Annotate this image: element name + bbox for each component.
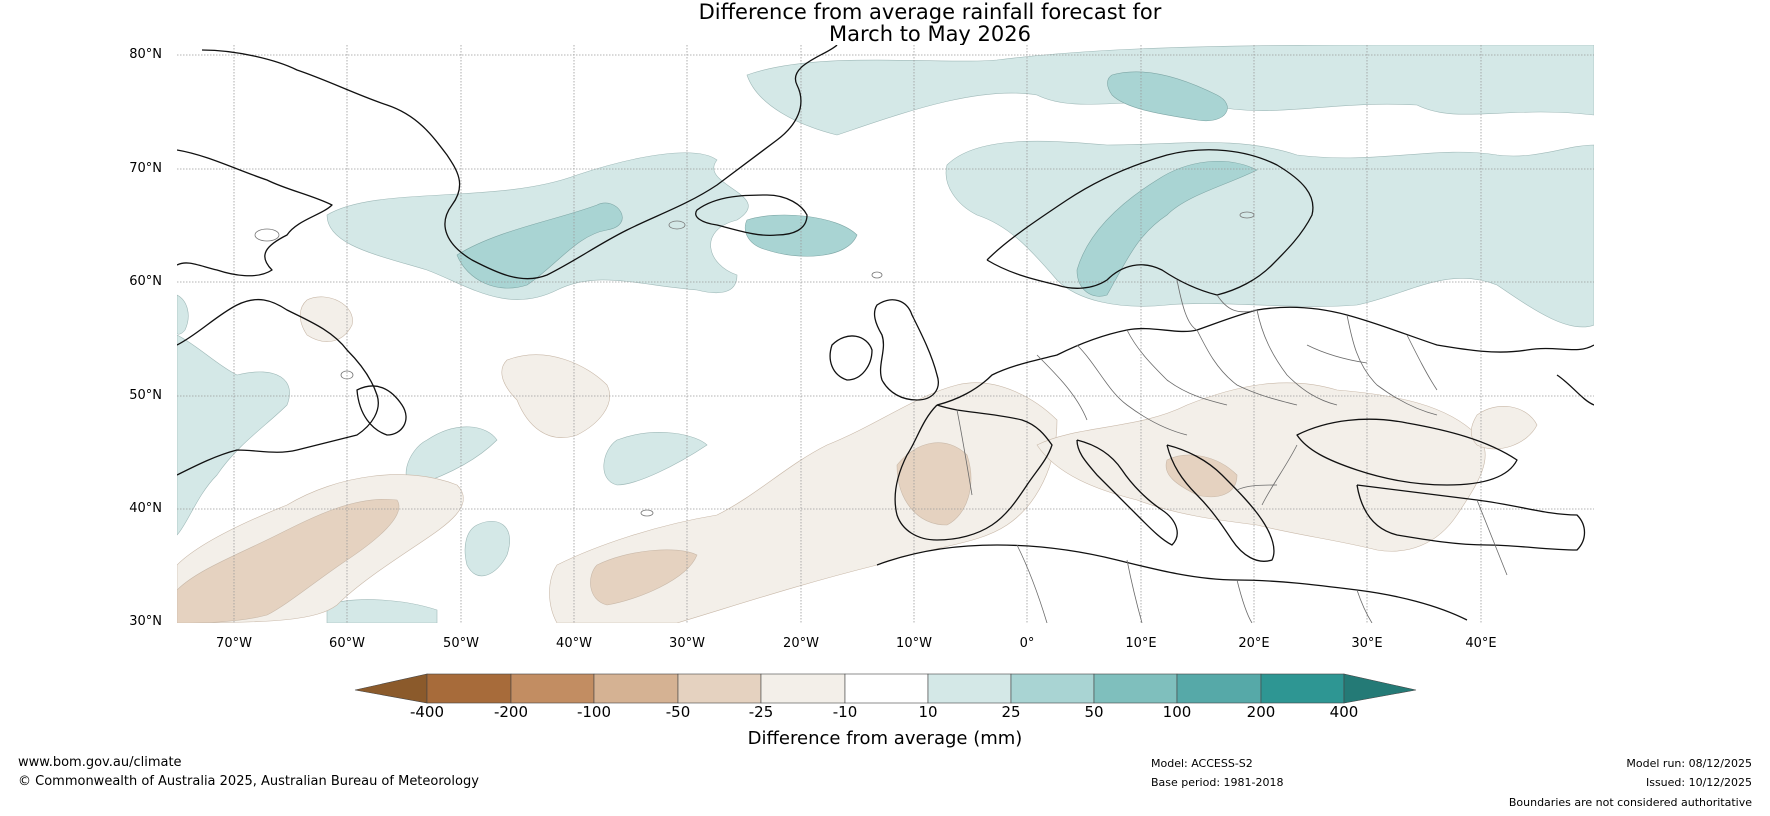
legend-tick: -10 [832,703,858,721]
coastline-great-britain [873,299,939,401]
colorbar-bin-10 [1176,673,1262,704]
colorbar-bin-11 [1260,673,1345,704]
dry-region-newfoundland [299,296,353,342]
wet-region-iceland-strong [456,202,623,289]
lon-label-20w: 20°W [783,636,819,651]
model-run-date: Model run: 08/12/2025 [1626,757,1752,770]
lon-label-60w: 60°W [329,636,365,651]
legend-tick: 200 [1246,703,1276,721]
legend-tick: -200 [493,703,529,721]
legend-tick: 400 [1329,703,1359,721]
wet-region-north-america [177,334,290,536]
coastline-scandinavia [986,149,1314,296]
legend-tick: -25 [748,703,774,721]
dry-region-balkans-core [1165,454,1238,498]
colorbar-bin-7 [927,673,1012,704]
map-title-line1: Difference from average rainfall forecas… [698,0,1162,24]
colorbar-bin-5 [760,673,846,704]
wet-region-labrador-coast [177,294,189,335]
colorbar-arrow-high [1343,673,1417,704]
lon-label-70w: 70°W [216,636,252,651]
rainfall-anomaly-map [177,45,1594,623]
base-period: Base period: 1981-2018 [1151,776,1284,789]
lat-label-70n: 70°N [129,161,162,176]
wet-region-svalbard-strong [1107,71,1228,122]
coastline-turkey [1356,484,1586,551]
dry-region-azores-core [590,549,698,606]
lat-label-30n: 30°N [129,614,162,629]
colorbar-bin-4 [677,673,762,704]
coastline-italy [1076,439,1178,546]
dry-region-west-atlantic-core [177,498,400,623]
legend-tick: 10 [918,703,938,721]
coastline-labrador [177,298,379,476]
model-name: Model: ACCESS-S2 [1151,757,1253,770]
colorbar-bin-6 [844,673,929,704]
colorbar-arrow-low [354,673,428,704]
coastline-baffin [177,149,333,277]
lat-label-60n: 60°N [129,274,162,289]
lon-label-30w: 30°W [669,636,705,651]
lon-label-0: 0° [1019,636,1035,651]
wet-region-azores [464,520,510,577]
lon-label-40e: 40°E [1465,636,1497,651]
lon-label-40w: 40°W [556,636,592,651]
lat-label-80n: 80°N [129,47,162,62]
lat-label-40n: 40°N [129,501,162,516]
legend-tick: 50 [1084,703,1104,721]
coastline-east-europe [1556,374,1594,406]
legend-tick: 25 [1001,703,1021,721]
wet-anomaly-regions [177,45,1594,623]
lon-label-30e: 30°E [1351,636,1383,651]
colorbar-bin-9 [1093,673,1178,704]
coastline-balkans-greece [1166,444,1275,562]
colorbar-bin-2 [510,673,595,704]
dry-region-iberia-core [896,442,972,526]
wet-region-mid-atlantic-1 [405,426,498,486]
copyright-notice: © Commonwealth of Australia 2025, Austra… [18,774,479,789]
lon-label-10w: 10°W [896,636,932,651]
wet-region-south-atlantic [326,599,438,623]
dry-region-black-sea [1470,406,1538,450]
coastline-black-sea [1296,418,1518,486]
map-title-line2: March to May 2026 [829,22,1031,46]
coastline-north-africa [876,544,1468,621]
colorbar-bin-1 [426,673,512,704]
country-boundaries [956,279,1508,623]
colorbar-bin-3 [593,673,679,704]
wet-region-norway-coast-strong [1076,161,1258,297]
coastline-newfoundland [356,385,407,436]
legend-tick: -400 [409,703,445,721]
wet-region-mid-atlantic-2 [603,432,708,486]
wet-region-iceland-east [744,214,858,257]
coastline-ireland [829,335,873,381]
coastline-europe-mainland [936,306,1594,406]
lon-label-10e: 10°E [1125,636,1157,651]
lakes-and-islands [254,211,1255,517]
coastline-greenland [201,45,838,280]
coastline-iceland [695,194,808,236]
website-link[interactable]: www.bom.gov.au/climate [18,755,182,770]
legend-tick: 100 [1162,703,1192,721]
colorbar-bin-8 [1010,673,1095,704]
issued-date: Issued: 10/12/2025 [1645,776,1752,789]
coastline-iberia [894,404,1053,541]
graticule [177,45,1594,623]
coastlines [177,45,1594,621]
lat-label-50n: 50°N [129,388,162,403]
dry-region-mediterranean [1036,382,1486,552]
lon-label-50w: 50°W [443,636,479,651]
legend-label: Difference from average (mm) [747,728,1023,749]
lon-label-20e: 20°E [1238,636,1270,651]
legend-tick: -50 [665,703,691,721]
boundaries-disclaimer: Boundaries are not considered authoritat… [1508,796,1752,809]
legend-tick: -100 [576,703,612,721]
